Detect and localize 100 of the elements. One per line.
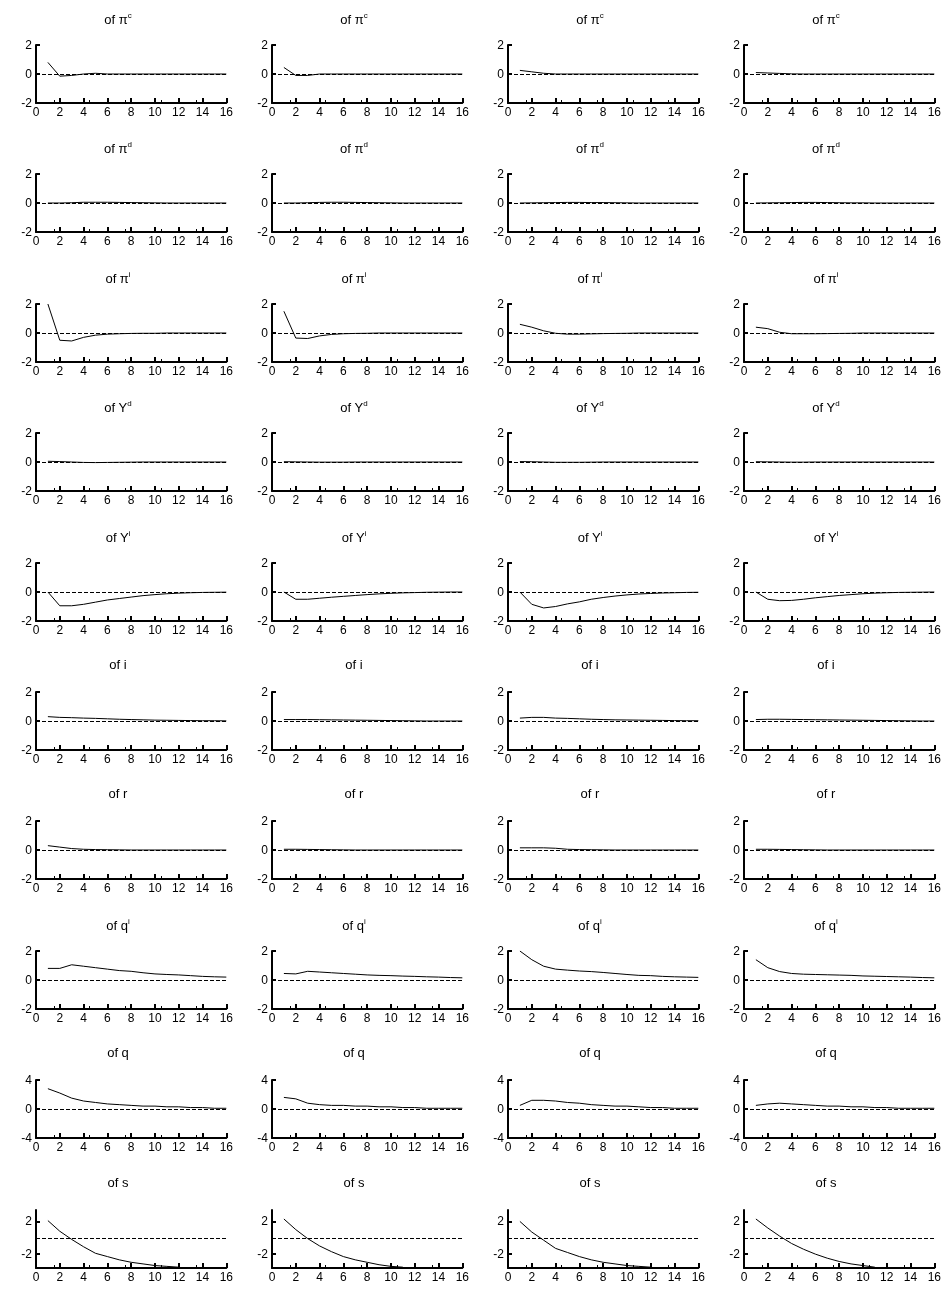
x-tick-label: 4 xyxy=(552,1269,560,1284)
x-tick-label: 12 xyxy=(408,1010,422,1025)
x-tick-label: 4 xyxy=(788,234,796,249)
x-tick-label: 8 xyxy=(835,1269,843,1284)
x-tick-label: 12 xyxy=(408,622,422,637)
x-tick-label: 6 xyxy=(104,622,112,637)
x-tick-label: 2 xyxy=(528,1140,536,1155)
y-tick-label: -2 xyxy=(729,96,741,110)
y-tick-label: -2 xyxy=(257,96,269,110)
x-tick-label: 16 xyxy=(691,1010,706,1025)
x-tick-label: 4 xyxy=(788,622,796,637)
y-tick-label: 0 xyxy=(497,455,505,470)
x-tick-label: 6 xyxy=(576,1010,584,1025)
chart-title: of i xyxy=(817,657,835,672)
y-tick-label: 0 xyxy=(25,455,33,470)
x-tick-label: 12 xyxy=(172,1269,186,1284)
x-tick-label: 8 xyxy=(127,105,135,119)
x-tick-label: 6 xyxy=(812,363,820,378)
x-tick-label: 4 xyxy=(80,752,88,766)
y-tick-label: 0 xyxy=(497,843,505,858)
x-tick-label: 12 xyxy=(172,493,186,508)
x-tick-label: 12 xyxy=(880,1140,894,1155)
x-tick-label: 8 xyxy=(599,881,607,896)
y-tick-label: 2 xyxy=(497,426,505,441)
y-tick-label: 2 xyxy=(261,296,269,311)
x-tick-label: 12 xyxy=(408,1140,422,1155)
x-tick-label: 6 xyxy=(340,105,348,119)
y-tick-label: 0 xyxy=(261,67,269,81)
y-tick-label: 2 xyxy=(497,296,505,311)
x-tick-label: 8 xyxy=(599,493,607,508)
chart-title: of i xyxy=(581,657,599,672)
y-tick-label: 0 xyxy=(25,972,33,987)
y-tick-label: 2 xyxy=(733,426,741,441)
x-tick-label: 2 xyxy=(528,363,536,378)
y-tick-label: 2 xyxy=(497,38,505,52)
x-tick-label: 4 xyxy=(316,622,324,637)
y-tick-label: 2 xyxy=(261,167,269,182)
x-tick-label: 6 xyxy=(812,1140,820,1155)
x-tick-label: 12 xyxy=(408,1269,422,1284)
x-tick-label: 8 xyxy=(127,881,135,896)
x-tick-label: 14 xyxy=(667,493,682,508)
y-tick-label: -2 xyxy=(257,354,269,369)
x-tick-label: 10 xyxy=(620,234,634,249)
y-tick-label: -2 xyxy=(493,613,505,628)
x-tick-label: 12 xyxy=(880,752,894,766)
x-tick-label: 16 xyxy=(455,493,470,508)
x-tick-label: 6 xyxy=(104,363,112,378)
x-tick-label: 12 xyxy=(644,105,658,119)
x-tick-label: 2 xyxy=(764,493,772,508)
x-tick-label: 14 xyxy=(903,234,918,249)
x-tick-label: 14 xyxy=(903,1140,918,1155)
chart-title: of r xyxy=(108,786,129,802)
y-tick-label: -2 xyxy=(493,96,505,110)
x-tick-label: 12 xyxy=(172,752,186,766)
x-tick-label: 6 xyxy=(340,493,348,508)
x-tick-label: 10 xyxy=(384,1010,398,1025)
y-tick-label: -2 xyxy=(257,872,269,887)
y-tick-label: 0 xyxy=(733,325,741,340)
y-tick-label: 2 xyxy=(261,943,269,958)
x-tick-label: 8 xyxy=(363,752,371,766)
y-tick-label: 2 xyxy=(25,555,33,570)
y-tick-label: -2 xyxy=(21,1001,33,1016)
x-tick-label: 4 xyxy=(552,622,560,637)
x-tick-label: 4 xyxy=(552,493,560,508)
x-tick-label: 2 xyxy=(56,1010,64,1025)
x-tick-label: 16 xyxy=(691,1140,706,1155)
y-tick-label: 0 xyxy=(497,67,505,81)
x-tick-label: 6 xyxy=(104,881,112,896)
y-tick-label: 2 xyxy=(497,555,505,570)
x-tick-label: 14 xyxy=(431,752,446,766)
x-tick-label: 2 xyxy=(292,752,300,766)
y-tick-label: 2 xyxy=(25,1214,33,1229)
x-tick-label: 8 xyxy=(127,363,135,378)
x-tick-label: 8 xyxy=(835,493,843,508)
x-tick-label: 12 xyxy=(408,752,422,766)
y-tick-label: 0 xyxy=(25,843,33,858)
y-tick-label: -2 xyxy=(493,1001,505,1016)
y-tick-label: -2 xyxy=(729,743,741,757)
x-tick-label: 2 xyxy=(528,234,536,249)
chart-title: of r xyxy=(580,786,601,802)
y-tick-label: 0 xyxy=(261,714,269,728)
y-tick-label: 0 xyxy=(733,843,741,858)
x-tick-label: 2 xyxy=(764,622,772,637)
y-tick-label: 0 xyxy=(497,1102,505,1117)
x-tick-label: 16 xyxy=(691,493,706,508)
x-tick-label: 4 xyxy=(316,493,324,508)
x-tick-label: 12 xyxy=(644,1010,658,1025)
x-tick-label: 16 xyxy=(455,1010,470,1025)
y-tick-label: -2 xyxy=(21,354,33,369)
x-tick-label: 2 xyxy=(292,881,300,896)
x-tick-label: 10 xyxy=(856,881,870,896)
x-tick-label: 14 xyxy=(431,622,446,637)
x-tick-label: 4 xyxy=(80,622,88,637)
x-tick-label: 6 xyxy=(104,493,112,508)
y-tick-label: -2 xyxy=(257,613,269,628)
x-tick-label: 4 xyxy=(552,1010,560,1025)
x-tick-label: 16 xyxy=(455,1269,470,1284)
x-tick-label: 14 xyxy=(431,1140,446,1155)
x-tick-label: 8 xyxy=(127,622,135,637)
y-tick-label: 2 xyxy=(25,38,33,52)
